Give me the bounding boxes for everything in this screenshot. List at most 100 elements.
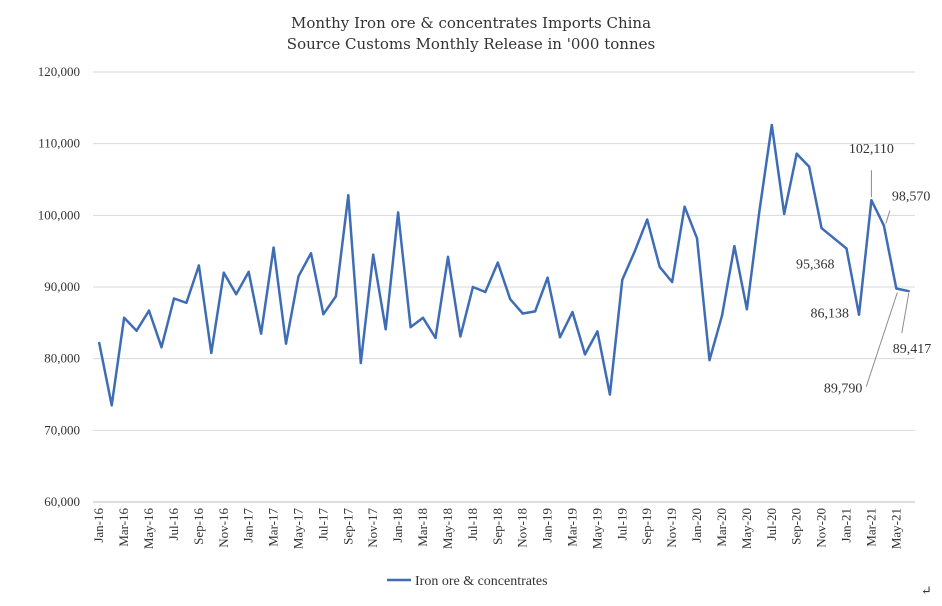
x-tick-label: Jul-20: [764, 508, 779, 541]
data-point: [396, 211, 400, 214]
annotation-leader: [865, 292, 898, 387]
data-point: [135, 329, 138, 332]
y-tick-label: 100,000: [38, 207, 80, 222]
data-point: [845, 247, 848, 250]
x-tick-label: May-17: [291, 508, 306, 550]
x-tick-label: Nov-16: [216, 508, 231, 548]
data-point: [110, 404, 113, 407]
data-point: [670, 280, 674, 284]
data-point: [546, 276, 549, 279]
data-point: [646, 218, 649, 221]
x-tick-label: Nov-18: [515, 508, 530, 548]
data-label: 95,368: [796, 258, 835, 273]
x-tick-label: Nov-20: [814, 508, 829, 548]
data-point: [621, 278, 624, 282]
data-point: [421, 316, 425, 320]
series-line: [97, 123, 910, 407]
chart-subtitle: Source Customs Monthly Release in '000 t…: [287, 35, 655, 53]
footer-return-mark: ↵: [921, 583, 932, 598]
legend: Iron ore & concentrates: [387, 574, 548, 589]
x-tick-label: Sep-17: [340, 508, 355, 545]
data-point: [795, 152, 798, 155]
chart-title: Monthy Iron ore & concentrates Imports C…: [291, 14, 651, 32]
data-point: [558, 335, 562, 339]
data-point: [409, 325, 412, 329]
data-point: [210, 351, 213, 355]
data-point: [708, 358, 711, 362]
x-tick-label: Sep-19: [639, 508, 654, 545]
data-point: [372, 253, 375, 256]
x-tick-label: Jan-17: [241, 508, 256, 543]
y-tick-label: 90,000: [44, 279, 80, 294]
data-point: [583, 353, 587, 356]
data-point: [160, 346, 163, 349]
data-point: [882, 224, 886, 227]
y-tick-label: 110,000: [38, 136, 80, 151]
x-tick-label: Mar-20: [714, 508, 729, 547]
annotations: 102,110 98,570 95,368 86,138 89,417 89,790: [796, 142, 931, 396]
x-tick-label: May-16: [141, 508, 156, 550]
data-point: [347, 194, 350, 197]
y-tick-label: 120,000: [38, 64, 80, 79]
data-point: [633, 249, 636, 253]
data-point: [222, 271, 225, 274]
data-point: [895, 287, 898, 290]
x-tick-label: May-20: [739, 508, 754, 549]
data-point: [496, 261, 499, 264]
data-point: [309, 252, 313, 255]
data-label: 89,417: [893, 342, 932, 357]
annotation-leader: [901, 293, 910, 334]
data-point: [720, 314, 724, 317]
data-point: [857, 313, 861, 316]
x-axis-tick-labels: Jan-16 Mar-16 May-16 Jul-16 Sep-16 Nov-16 Jan-…: [91, 508, 903, 550]
x-tick-label: Mar-16: [116, 508, 131, 547]
data-point: [907, 289, 910, 293]
data-point: [284, 342, 288, 345]
y-axis-tick-labels: 60,000 70,000 80,000 90,000 100,000 110,000 12…: [38, 64, 80, 509]
data-point: [247, 270, 250, 274]
x-tick-label: Jul-16: [166, 508, 181, 541]
x-tick-label: Jan-21: [839, 508, 854, 543]
series-layer: [97, 123, 910, 407]
data-label: 89,790: [824, 382, 863, 397]
data-point: [322, 313, 325, 316]
data-point: [259, 332, 263, 335]
data-point: [770, 123, 773, 127]
y-tick-label: 70,000: [44, 422, 80, 437]
data-point: [98, 341, 101, 345]
data-point: [122, 316, 126, 320]
data-point: [832, 237, 836, 240]
data-point: [235, 292, 238, 296]
x-tick-label: Sep-16: [191, 508, 206, 545]
data-label: 98,570: [892, 190, 931, 205]
x-tick-label: Nov-19: [664, 508, 679, 548]
data-point: [521, 312, 524, 315]
data-point: [147, 309, 151, 312]
x-tick-label: Jan-20: [689, 508, 704, 543]
data-point: [608, 393, 612, 396]
data-point: [658, 265, 661, 269]
x-tick-label: Jan-16: [91, 508, 106, 543]
x-tick-label: Mar-21: [863, 508, 878, 547]
x-tick-label: Mar-17: [266, 508, 281, 547]
data-point: [197, 264, 201, 267]
data-point: [509, 297, 512, 301]
data-label: 102,110: [849, 142, 894, 157]
x-tick-label: May-21: [888, 508, 903, 549]
gridlines: [93, 71, 915, 503]
data-point: [807, 165, 811, 168]
x-tick-label: Jan-18: [390, 508, 405, 543]
data-point: [272, 246, 275, 249]
data-point: [334, 295, 338, 298]
data-point: [185, 301, 188, 304]
data-point: [596, 330, 599, 333]
data-point: [758, 210, 761, 213]
x-tick-label: Jul-19: [614, 508, 629, 541]
x-tick-label: Sep-18: [490, 508, 505, 545]
y-tick-label: 80,000: [44, 351, 80, 366]
x-tick-label: Sep-20: [789, 508, 804, 545]
data-point: [384, 328, 387, 331]
data-point: [870, 199, 873, 202]
annotation-leader: [885, 210, 891, 224]
data-point: [446, 255, 450, 259]
